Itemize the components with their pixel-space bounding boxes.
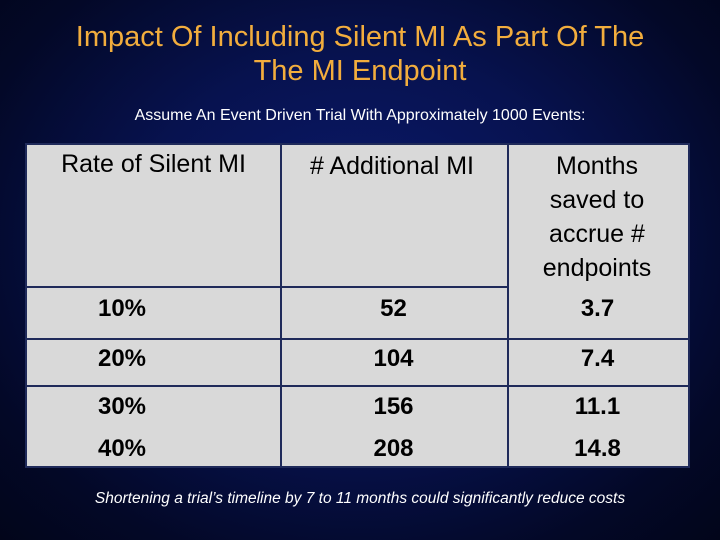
cell-rate-row-2: 20% bbox=[97, 345, 147, 372]
cell-rate-row-1: 10% bbox=[97, 295, 147, 322]
column-divider-2 bbox=[507, 145, 509, 466]
row-divider-2 bbox=[27, 385, 688, 387]
cell-additional-row-4: 208 bbox=[373, 435, 414, 462]
slide-title: Impact Of Including Silent MI As Part Of… bbox=[0, 20, 720, 88]
cell-additional-row-2: 104 bbox=[373, 345, 414, 372]
row-divider-1 bbox=[27, 338, 688, 340]
slide-title-line-2: The MI Endpoint bbox=[253, 55, 467, 87]
cell-additional-row-1: 52 bbox=[380, 295, 407, 322]
slide-title-line-1: Impact Of Including Silent MI As Part Of… bbox=[75, 21, 645, 53]
header-rate-of-silent-mi: Rate of Silent MI bbox=[61, 150, 246, 178]
header-additional-mi: # Additional MI bbox=[310, 152, 474, 180]
cell-months-row-4: 14.8 bbox=[574, 435, 621, 462]
cell-months-row-3: 11.1 bbox=[574, 393, 621, 420]
header-months-saved: Months saved to accrue # endpoints bbox=[542, 152, 652, 282]
cell-rate-row-3: 30% bbox=[97, 393, 147, 420]
footnote: Shortening a trial’s timeline by 7 to 11… bbox=[94, 490, 626, 507]
cell-months-row-2: 7.4 bbox=[580, 345, 615, 372]
cell-months-row-1: 3.7 bbox=[580, 295, 615, 322]
data-table: Rate of Silent MI # Additional MI Months… bbox=[25, 143, 690, 468]
slide-subtitle: Assume An Event Driven Trial With Approx… bbox=[134, 107, 586, 124]
row-divider-header-col2 bbox=[280, 286, 507, 288]
cell-additional-row-3: 156 bbox=[373, 393, 414, 420]
row-divider-header-col1 bbox=[27, 286, 280, 288]
cell-rate-row-4: 40% bbox=[97, 435, 147, 462]
column-divider-1 bbox=[280, 145, 282, 466]
